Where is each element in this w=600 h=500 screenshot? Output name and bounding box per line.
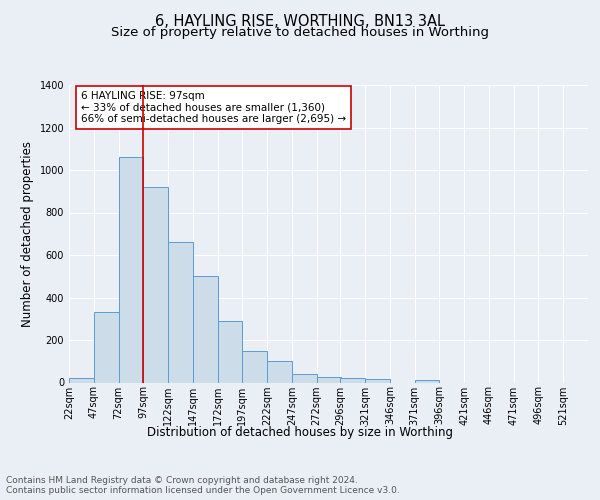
Bar [317, 377, 341, 382]
Text: 6 HAYLING RISE: 97sqm
← 33% of detached houses are smaller (1,360)
66% of semi-d: 6 HAYLING RISE: 97sqm ← 33% of detached … [81, 90, 346, 124]
Bar [415, 380, 439, 382]
Text: Contains HM Land Registry data © Crown copyright and database right 2024.
Contai: Contains HM Land Registry data © Crown c… [6, 476, 400, 495]
Text: Size of property relative to detached houses in Worthing: Size of property relative to detached ho… [111, 26, 489, 39]
Bar [292, 374, 317, 382]
Bar [168, 242, 193, 382]
Bar [94, 312, 119, 382]
Bar [69, 378, 94, 382]
Text: 6, HAYLING RISE, WORTHING, BN13 3AL: 6, HAYLING RISE, WORTHING, BN13 3AL [155, 14, 445, 29]
Bar [340, 378, 365, 382]
Text: Distribution of detached houses by size in Worthing: Distribution of detached houses by size … [147, 426, 453, 439]
Y-axis label: Number of detached properties: Number of detached properties [21, 141, 34, 327]
Bar [242, 350, 267, 382]
Bar [365, 380, 390, 382]
Bar [267, 361, 292, 382]
Bar [193, 276, 218, 382]
Bar [119, 157, 143, 382]
Bar [218, 321, 242, 382]
Bar [143, 187, 168, 382]
